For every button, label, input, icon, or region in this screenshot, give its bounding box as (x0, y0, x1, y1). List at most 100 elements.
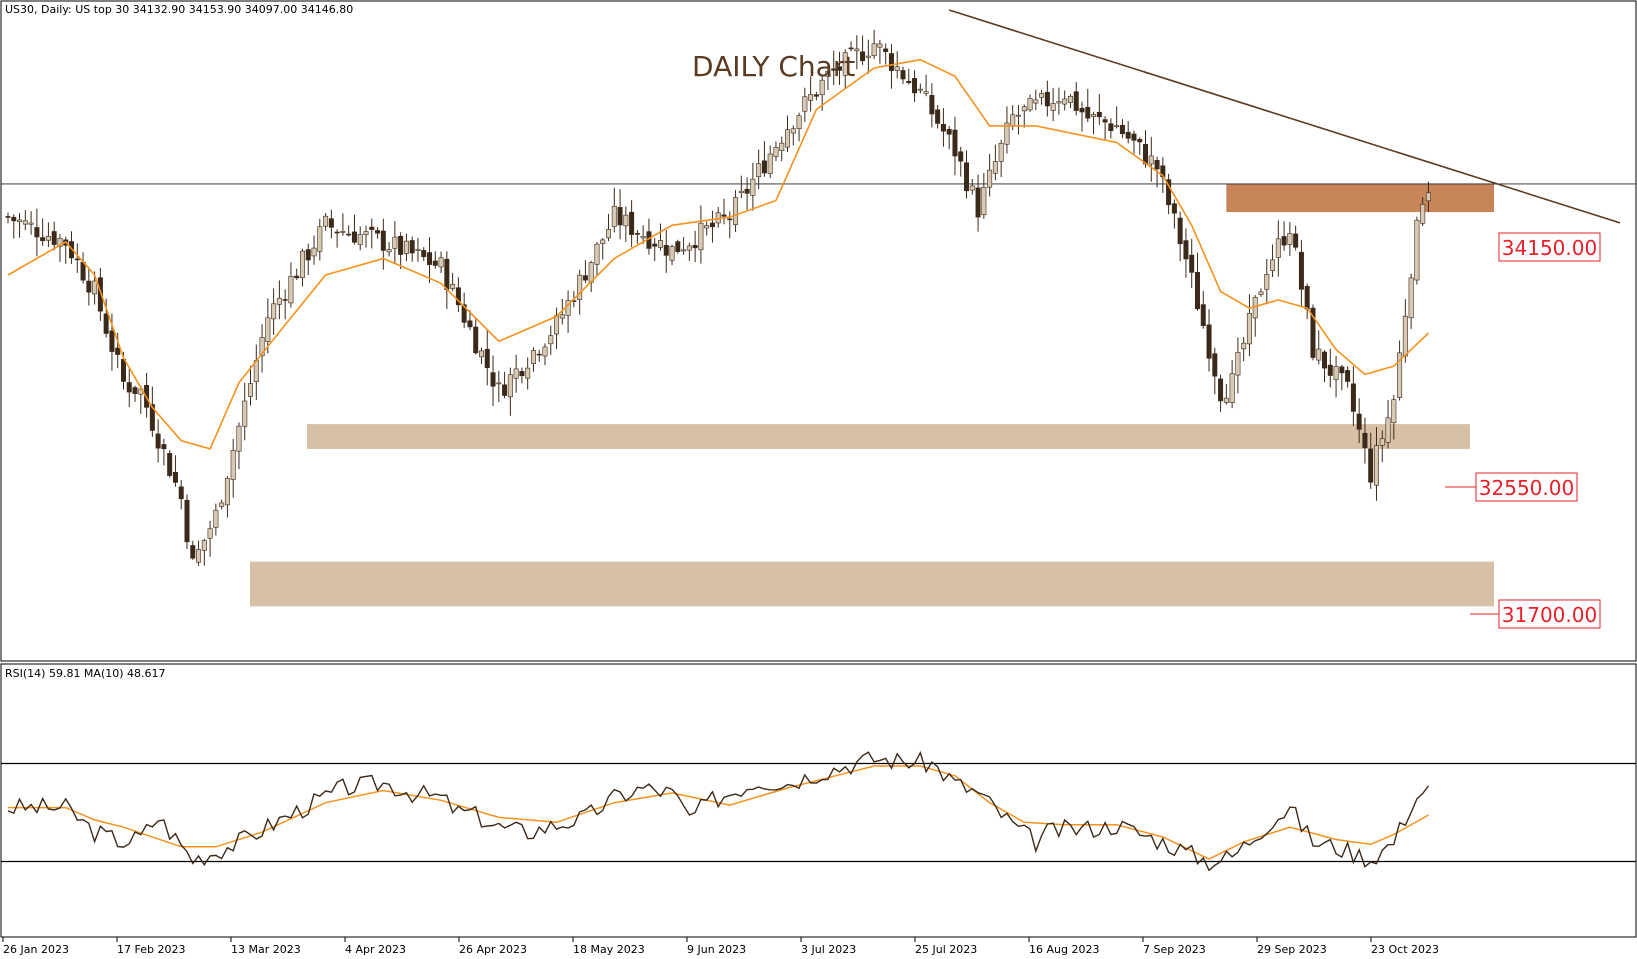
candle-body (1246, 313, 1252, 345)
candle (1362, 417, 1368, 464)
candle-body (1293, 233, 1299, 248)
candle-body (1091, 114, 1097, 117)
candle (940, 108, 946, 147)
candle (490, 355, 496, 407)
candle (1229, 359, 1235, 409)
candle (594, 241, 600, 275)
candle (115, 332, 121, 368)
candle-body (709, 222, 715, 228)
candle (409, 236, 415, 262)
candle (1385, 399, 1391, 449)
candle-body (1015, 114, 1021, 117)
candle-body (831, 68, 837, 71)
candle-body (196, 549, 202, 563)
candle-body (392, 236, 398, 249)
candle-body (785, 129, 791, 148)
candle (779, 136, 785, 162)
candle-body (594, 243, 600, 265)
candle-body (681, 249, 687, 252)
candle (542, 343, 548, 366)
candle (1194, 252, 1200, 311)
symbol-info: US30, Daily: US top 30 34132.90 34153.90… (5, 3, 353, 16)
candle (900, 66, 906, 84)
candle (1119, 119, 1125, 139)
candle (686, 242, 692, 261)
candle-body (149, 404, 155, 431)
candle-body (542, 346, 548, 357)
support-zone (307, 424, 1470, 449)
x-tick-label: 4 Apr 2023 (345, 943, 406, 955)
x-tick-label: 3 Jul 2023 (801, 943, 856, 955)
candle-body (779, 142, 785, 152)
x-tick-label: 16 Aug 2023 (1029, 943, 1099, 955)
candle-body (663, 244, 669, 256)
candle-body (767, 153, 773, 174)
x-tick-label: 25 Jul 2023 (915, 943, 977, 955)
candle (756, 149, 762, 190)
candle (40, 218, 46, 246)
candle-body (1339, 366, 1345, 374)
candle (1027, 94, 1033, 112)
candle-body (860, 51, 866, 62)
candle-body (444, 258, 450, 290)
candle-body (946, 129, 952, 135)
candle-body (582, 275, 588, 281)
candle (311, 235, 317, 265)
candle-body (865, 55, 871, 58)
candle-body (109, 330, 115, 352)
candle (952, 116, 958, 176)
candle-body (403, 240, 409, 254)
candle (375, 227, 381, 239)
candle-body (236, 425, 242, 452)
candle (1391, 394, 1397, 440)
candle (248, 365, 254, 406)
candle-body (1316, 348, 1322, 361)
candle (427, 237, 433, 284)
x-tick-label: 29 Sep 2023 (1257, 943, 1327, 955)
candle (34, 208, 40, 257)
candle (1293, 225, 1299, 251)
candle-body (871, 43, 877, 57)
candle (773, 141, 779, 162)
candle (761, 141, 767, 177)
candle-body (1079, 107, 1085, 113)
candle (1183, 228, 1189, 278)
candle (1350, 366, 1356, 427)
candle-body (1137, 139, 1143, 143)
candle (1131, 130, 1137, 154)
candle-body (1333, 366, 1339, 380)
candle (51, 221, 57, 251)
candle-body (721, 214, 727, 217)
candle-body (455, 287, 461, 306)
candle-body (1027, 98, 1033, 111)
candle-body (57, 238, 63, 247)
candle-body (819, 79, 825, 96)
candle-body (265, 317, 271, 342)
candle-body (103, 313, 109, 334)
candle-body (981, 186, 987, 216)
candle-body (577, 274, 583, 300)
candle (317, 218, 323, 261)
candle (513, 354, 519, 393)
candle (946, 125, 952, 150)
candle (1345, 366, 1351, 388)
candle (1322, 350, 1328, 383)
candle-body (242, 400, 248, 427)
candle (299, 248, 305, 287)
candle (917, 83, 923, 94)
candle-body (1391, 399, 1397, 424)
candle (582, 260, 588, 283)
candle-body (1281, 236, 1287, 246)
candle (496, 370, 502, 403)
candle-body (288, 276, 294, 304)
x-tick-label: 17 Feb 2023 (117, 943, 185, 955)
candle-body (1044, 91, 1050, 107)
candle-body (178, 486, 184, 500)
chart-title: DAILY Chart (692, 50, 855, 83)
candle (1056, 87, 1062, 115)
candle (282, 289, 288, 320)
x-tick-label: 7 Sep 2023 (1143, 943, 1206, 955)
candle-body (432, 260, 438, 266)
candle-body (1119, 124, 1125, 135)
candle-body (756, 163, 762, 178)
